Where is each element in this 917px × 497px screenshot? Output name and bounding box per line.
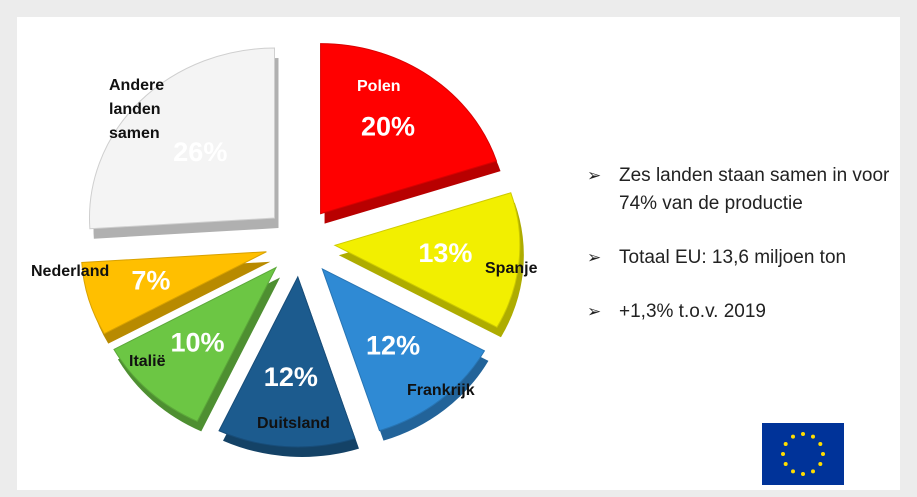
flag-star bbox=[801, 472, 805, 476]
flag-star bbox=[818, 442, 823, 446]
value-label: 12% bbox=[264, 362, 318, 392]
wedge bbox=[113, 266, 278, 422]
value-label: 7% bbox=[131, 266, 170, 296]
bullet: +1,3% t.o.v. 2019 bbox=[587, 298, 907, 326]
flag-star bbox=[791, 469, 795, 474]
category-label: Spanje bbox=[485, 260, 538, 277]
category-label: Nederland bbox=[31, 263, 110, 280]
category-label: Duitsland bbox=[257, 415, 330, 432]
flag-star bbox=[801, 432, 805, 436]
value-label: 12% bbox=[366, 331, 420, 361]
flag-star bbox=[791, 434, 795, 439]
value-label: 26% bbox=[173, 137, 227, 167]
flag-star bbox=[811, 469, 815, 474]
category-label: Polen bbox=[357, 78, 401, 95]
bullet: Totaal EU: 13,6 miljoen ton bbox=[587, 244, 907, 272]
flag-star bbox=[821, 452, 825, 456]
category-label: Italië bbox=[129, 353, 166, 370]
wedge bbox=[321, 267, 486, 432]
flag-star bbox=[781, 452, 785, 456]
value-label: 13% bbox=[418, 238, 472, 268]
wedge bbox=[81, 251, 267, 335]
value-label: 20% bbox=[361, 112, 415, 142]
bullet-list: Zes landen staan samen in voor 74% van d… bbox=[587, 162, 907, 352]
flag-star bbox=[783, 462, 788, 466]
flag-star bbox=[811, 434, 815, 439]
wedge bbox=[88, 47, 275, 230]
category-label: Frankrijk bbox=[407, 382, 475, 399]
eu-flag bbox=[762, 423, 844, 485]
value-label: 10% bbox=[170, 327, 224, 357]
wedge bbox=[320, 43, 498, 215]
flag-star bbox=[783, 442, 788, 446]
flag-star bbox=[818, 462, 823, 466]
wedge bbox=[333, 192, 521, 328]
chart: 20% 13% 12% 12% 10% 7% 26% bbox=[81, 43, 524, 457]
slide: 20% 13% 12% 12% 10% 7% 26% Polen Spanje Frankrij… bbox=[17, 17, 900, 490]
bullet: Zes landen staan samen in voor 74% van d… bbox=[587, 162, 907, 218]
wedge bbox=[218, 275, 356, 448]
category-label: Andere landen samen bbox=[109, 77, 165, 142]
flag-stars bbox=[781, 432, 825, 476]
